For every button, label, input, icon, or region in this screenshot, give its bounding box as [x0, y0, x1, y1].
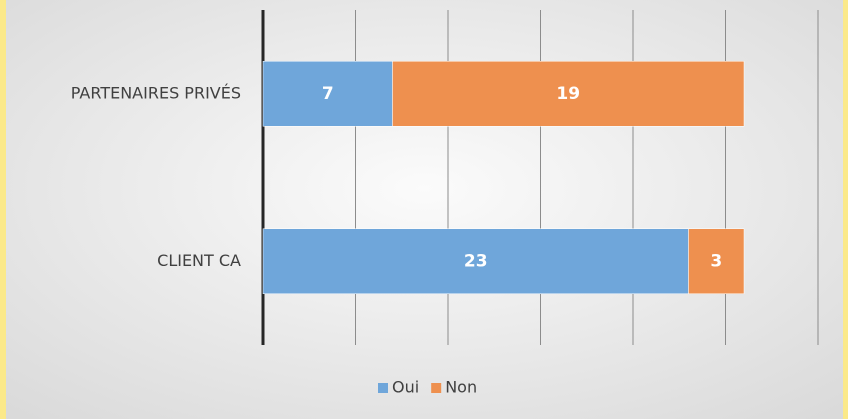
- legend-swatch: [378, 383, 388, 393]
- bar-segment: [262, 61, 393, 127]
- bar-segment: [688, 228, 745, 294]
- bar-segment: [392, 61, 745, 127]
- y-tick-label: CLIENT CA: [157, 251, 241, 270]
- data-label: 19: [556, 84, 580, 104]
- legend-label: Non: [445, 378, 477, 397]
- legend-label: Oui: [392, 378, 419, 397]
- data-label: 3: [710, 251, 722, 271]
- data-label: 7: [322, 84, 334, 104]
- y-tick-label: PARTENAIRES PRIVÉS: [71, 83, 241, 102]
- data-label: 23: [464, 251, 488, 271]
- legend-swatch: [431, 383, 442, 393]
- bar-segment: [262, 228, 689, 294]
